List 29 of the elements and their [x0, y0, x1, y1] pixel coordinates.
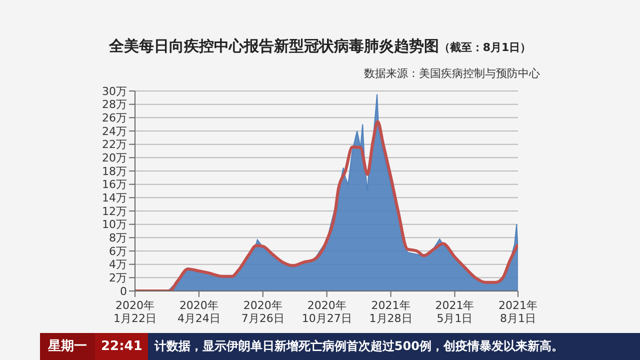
- y-tick-label: 14万: [102, 192, 127, 205]
- y-tick-label: 20万: [102, 152, 127, 165]
- text: 星期一: [40, 333, 95, 360]
- y-tick-label: 10万: [102, 218, 127, 232]
- x-tick-label: 2021年 1月28日: [369, 299, 412, 325]
- y-tick-label: 30万: [102, 84, 127, 98]
- y-tick-label: 8万: [109, 232, 127, 245]
- y-tick-label: 2万: [109, 272, 127, 285]
- y-tick-label: 6万: [109, 244, 127, 258]
- text: 计数据，显示伊朗单日新增死亡病例首次超过500例，创疫情暴发以来新高。: [153, 338, 564, 355]
- y-tick-label: 26万: [102, 112, 127, 125]
- y-tick-label: 18万: [102, 164, 127, 178]
- chart-title: 全美每日向疾控中心报告新型冠状病毒肺炎趋势图: [108, 37, 439, 55]
- chart-subtitle: （截至：8月1日）: [438, 41, 532, 54]
- x-tick-label: 2020年 4月24日: [177, 299, 220, 325]
- y-tick-label: 12万: [102, 204, 127, 218]
- text: 22:41: [95, 333, 148, 360]
- y-tick-label: 24万: [102, 124, 127, 138]
- source-note: 数据来源：美国疾病控制与预防中心: [364, 66, 540, 81]
- x-tick-label: 2020年 7月26日: [241, 299, 284, 325]
- y-tick-label: 16万: [102, 178, 127, 192]
- y-tick-label: 4万: [109, 258, 127, 272]
- y-tick-label: 0: [120, 284, 127, 298]
- y-tick-label: 28万: [102, 98, 127, 112]
- x-tick-label: 2021年 8月1日: [498, 299, 538, 325]
- x-tick-label: 2020年 10月27日: [302, 299, 352, 325]
- x-tick-label: 2021年 5月1日: [435, 299, 474, 325]
- y-tick-label: 22万: [102, 138, 127, 152]
- x-tick-label: 2020年 1月22日: [114, 299, 156, 325]
